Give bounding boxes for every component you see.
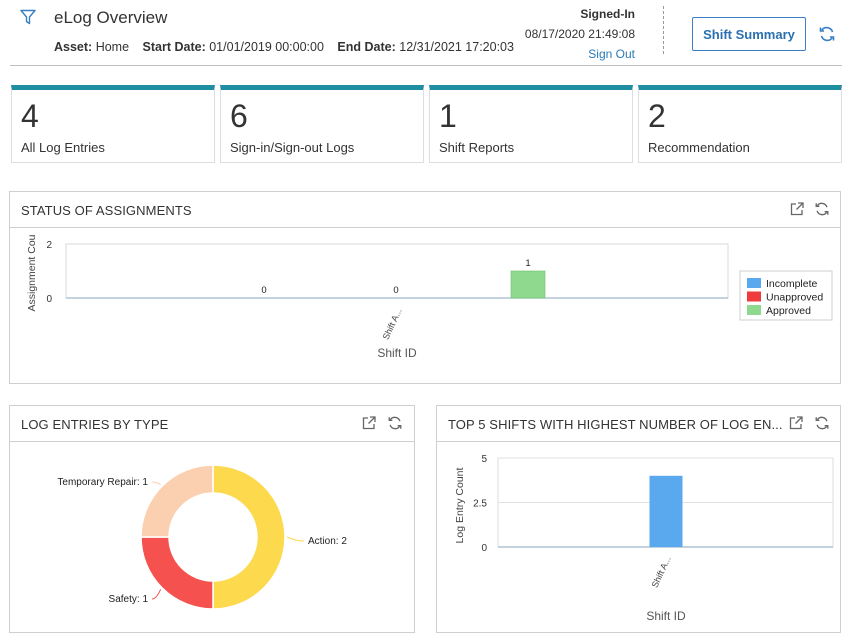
tile-all-log-entries[interactable]: 4 All Log Entries bbox=[11, 85, 215, 163]
data-label: 0 bbox=[261, 285, 266, 296]
tile-count: 4 bbox=[21, 98, 39, 134]
external-link-icon[interactable] bbox=[788, 415, 804, 431]
card-title: STATUS OF ASSIGNMENTS bbox=[21, 203, 192, 218]
y-axis-label: Assignment Cou bbox=[26, 234, 38, 311]
page-header: eLog Overview Asset: Home Start Date: 01… bbox=[0, 0, 850, 66]
tile-count: 1 bbox=[439, 98, 457, 134]
donut-leader-line bbox=[151, 589, 162, 600]
start-date-value: 01/01/2019 00:00:00 bbox=[209, 40, 324, 54]
log-entries-by-type-card: LOG ENTRIES BY TYPE Action: 2 Safety: 1 Te… bbox=[9, 405, 415, 633]
bar-approved bbox=[510, 270, 546, 299]
y-tick-label: 0 bbox=[481, 543, 487, 554]
card-divider bbox=[10, 227, 840, 228]
start-date-label: Start Date: bbox=[142, 40, 206, 54]
refresh-icon[interactable] bbox=[818, 25, 836, 43]
legend-label: Unapproved bbox=[766, 292, 823, 304]
y-tick-label: 2 bbox=[46, 240, 52, 251]
shift-summary-button[interactable]: Shift Summary bbox=[692, 17, 806, 51]
y-tick-label: 5 bbox=[481, 454, 487, 465]
refresh-icon[interactable] bbox=[387, 415, 403, 431]
external-link-icon[interactable] bbox=[361, 415, 377, 431]
asset-label: Asset: bbox=[54, 40, 93, 54]
donut-slice-safety bbox=[140, 536, 214, 610]
donut-leader-line bbox=[151, 481, 161, 486]
header-divider bbox=[663, 6, 664, 54]
page-title: eLog Overview bbox=[54, 8, 168, 27]
legend-label: Approved bbox=[766, 305, 811, 317]
tile-count: 6 bbox=[230, 98, 248, 134]
sign-out-link[interactable]: Sign Out bbox=[588, 47, 635, 61]
filter-icon[interactable] bbox=[20, 9, 36, 25]
x-tick-label: Shift A... bbox=[381, 307, 404, 342]
y-tick-label: 2.5 bbox=[473, 499, 487, 510]
legend-swatch bbox=[747, 278, 761, 288]
signed-in-block: Signed-In 08/17/2020 21:49:08 Sign Out bbox=[525, 4, 635, 64]
tile-label: Shift Reports bbox=[439, 140, 515, 155]
x-tick-label: Shift A... bbox=[650, 555, 673, 590]
card-divider bbox=[10, 441, 414, 442]
top-5-shifts-card: TOP 5 SHIFTS WITH HIGHEST NUMBER OF LOG … bbox=[436, 405, 841, 633]
card-divider bbox=[437, 441, 840, 442]
filter-summary: Asset: Home Start Date: 01/01/2019 00:00… bbox=[54, 40, 514, 54]
refresh-icon[interactable] bbox=[814, 415, 830, 431]
tile-label: Recommendation bbox=[648, 140, 750, 155]
asset-value: Home bbox=[95, 40, 130, 54]
donut-slice-temporary-repair bbox=[140, 464, 214, 538]
card-title: LOG ENTRIES BY TYPE bbox=[21, 417, 169, 432]
donut-label: Temporary Repair: 1 bbox=[57, 477, 148, 488]
donut-label: Safety: 1 bbox=[109, 594, 149, 605]
y-tick-label: 0 bbox=[46, 294, 52, 305]
tile-sign-in-sign-out-logs[interactable]: 6 Sign-in/Sign-out Logs bbox=[220, 85, 424, 163]
top-5-shifts-chart: 5 2.5 0 Log Entry Count Shift A... Shift ID bbox=[454, 454, 834, 623]
data-label: 1 bbox=[525, 258, 530, 269]
x-axis-label: Shift ID bbox=[377, 346, 417, 360]
status-chart: 2 0 Assignment Cou 0 0 1 Shift A... Shift ID Inc… bbox=[26, 234, 833, 360]
signed-in-label: Signed-In bbox=[580, 7, 635, 21]
card-title: TOP 5 SHIFTS WITH HIGHEST NUMBER OF LOG … bbox=[448, 417, 783, 432]
signed-in-time: 08/17/2020 21:49:08 bbox=[524, 27, 635, 41]
refresh-icon[interactable] bbox=[814, 201, 830, 217]
legend-swatch bbox=[747, 305, 761, 315]
legend-label: Incomplete bbox=[766, 278, 818, 290]
header-rule bbox=[10, 65, 842, 66]
donut-slice-action bbox=[212, 464, 286, 610]
end-date-label: End Date: bbox=[337, 40, 396, 54]
donut-label: Action: 2 bbox=[308, 536, 347, 547]
log-type-donut-chart: Action: 2 Safety: 1 Temporary Repair: 1 bbox=[57, 464, 347, 610]
legend-swatch bbox=[747, 291, 761, 302]
bar bbox=[649, 475, 683, 547]
tile-label: Sign-in/Sign-out Logs bbox=[230, 140, 355, 155]
y-axis-label: Log Entry Count bbox=[454, 467, 466, 543]
tile-recommendation[interactable]: 2 Recommendation bbox=[638, 85, 842, 163]
tile-shift-reports[interactable]: 1 Shift Reports bbox=[429, 85, 633, 163]
tile-label: All Log Entries bbox=[21, 140, 105, 155]
external-link-icon[interactable] bbox=[789, 201, 805, 217]
end-date-value: 12/31/2021 17:20:03 bbox=[399, 40, 514, 54]
tile-count: 2 bbox=[648, 98, 666, 134]
donut-leader-line bbox=[286, 536, 305, 542]
data-label: 0 bbox=[393, 285, 398, 296]
x-axis-label: Shift ID bbox=[646, 609, 686, 623]
status-of-assignments-card: STATUS OF ASSIGNMENTS 2 0 Assignment Cou 0 0… bbox=[9, 191, 841, 384]
